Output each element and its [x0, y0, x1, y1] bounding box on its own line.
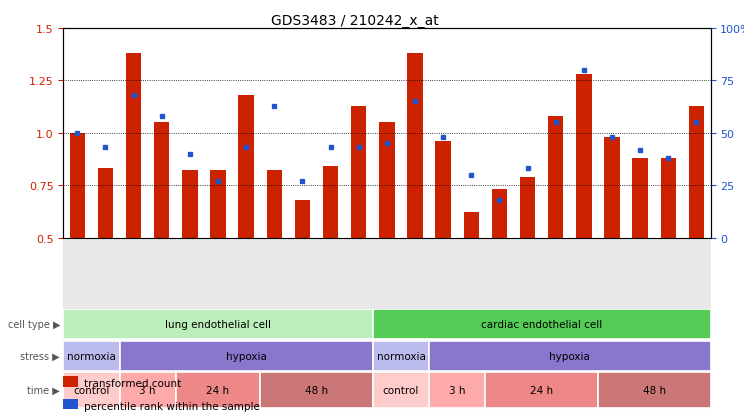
Bar	[373, 309, 711, 339]
Bar	[379, 123, 394, 238]
Bar	[260, 372, 373, 408]
Bar	[126, 54, 141, 238]
Bar	[70, 133, 85, 238]
Text: transformed count: transformed count	[84, 378, 181, 388]
Text: hypoxia: hypoxia	[225, 351, 266, 361]
Bar	[63, 376, 78, 387]
Bar	[63, 309, 373, 339]
Bar	[351, 106, 367, 238]
Bar	[520, 177, 536, 238]
Text: control: control	[73, 385, 109, 395]
Bar	[120, 341, 373, 371]
Text: percentile rank within the sample: percentile rank within the sample	[84, 401, 260, 411]
Text: stress ▶: stress ▶	[20, 351, 60, 361]
Bar	[295, 200, 310, 238]
Bar	[373, 372, 429, 408]
Bar	[211, 171, 225, 238]
Text: cell type ▶: cell type ▶	[7, 320, 60, 330]
Text: hypoxia: hypoxia	[549, 351, 590, 361]
Bar	[632, 159, 648, 238]
Text: 24 h: 24 h	[207, 385, 230, 395]
Text: 48 h: 48 h	[643, 385, 666, 395]
Text: lung endothelial cell: lung endothelial cell	[165, 320, 271, 330]
Bar	[464, 213, 479, 238]
Bar	[63, 372, 120, 408]
Title: GDS3483 / 210242_x_at: GDS3483 / 210242_x_at	[271, 14, 438, 28]
Bar	[120, 372, 176, 408]
Bar	[435, 142, 451, 238]
Bar	[266, 171, 282, 238]
Bar	[548, 117, 563, 238]
Text: cardiac endothelial cell: cardiac endothelial cell	[481, 320, 603, 330]
Text: 3 h: 3 h	[449, 385, 466, 395]
Text: 24 h: 24 h	[530, 385, 554, 395]
Text: control: control	[382, 385, 419, 395]
Text: time ▶: time ▶	[28, 385, 60, 395]
Bar	[429, 372, 485, 408]
Bar	[689, 106, 704, 238]
Text: normoxia: normoxia	[376, 351, 426, 361]
Bar	[238, 96, 254, 238]
Text: normoxia: normoxia	[67, 351, 116, 361]
Bar	[63, 399, 78, 409]
Bar	[485, 372, 598, 408]
Bar	[598, 372, 711, 408]
Bar	[604, 138, 620, 238]
Bar	[373, 341, 429, 371]
Bar	[576, 75, 591, 238]
Bar	[63, 341, 120, 371]
Bar	[429, 341, 711, 371]
Text: 3 h: 3 h	[139, 385, 156, 395]
Text: 48 h: 48 h	[305, 385, 328, 395]
Bar	[661, 159, 676, 238]
Bar	[407, 54, 423, 238]
Bar	[97, 169, 113, 238]
Bar	[176, 372, 260, 408]
Bar	[492, 190, 507, 238]
Bar	[323, 167, 339, 238]
Bar	[182, 171, 198, 238]
Bar	[154, 123, 170, 238]
